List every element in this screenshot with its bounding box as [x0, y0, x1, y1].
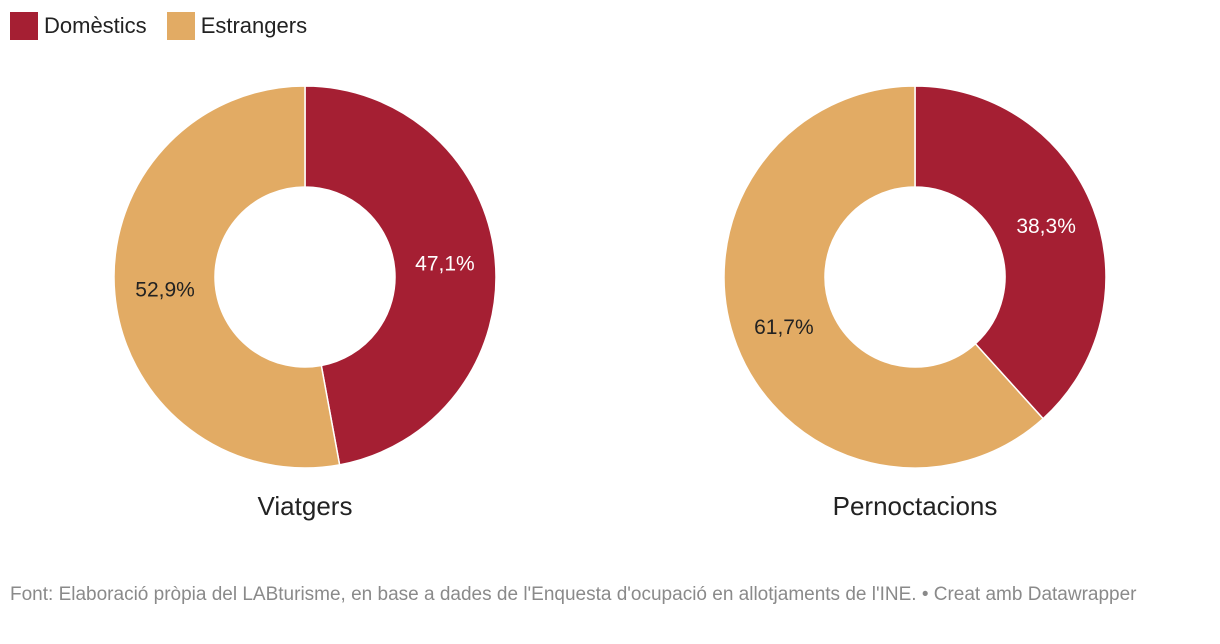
- slice-label-viatgers-0: 47,1%: [415, 253, 475, 276]
- legend-label-domestics: Domèstics: [44, 13, 147, 38]
- donut-viatgers: 47,1% 52,9% Viatgers: [113, 85, 497, 521]
- slice-label-pernoctacions-0: 38,3%: [1016, 215, 1076, 238]
- donut-charts: 47,1% 52,9% Viatgers 38,3% 61,7% Pernoctacion…: [113, 85, 1107, 521]
- chart-title-viatgers: Viatgers: [258, 491, 353, 521]
- legend-item-estrangers: Estrangers: [166, 12, 308, 40]
- chart-title-pernoctacions: Pernoctacions: [833, 491, 998, 521]
- donut-pernoctacions: 38,3% 61,7% Pernoctacions: [723, 85, 1107, 521]
- slice-label-pernoctacions-1: 61,7%: [754, 316, 814, 339]
- slice-viatgers-estrangers: [113, 85, 341, 469]
- legend-label-estrangers: Estrangers: [200, 13, 308, 38]
- slice-pernoctacions-domestics: [914, 85, 1107, 420]
- slice-label-viatgers-1: 52,9%: [135, 278, 195, 301]
- legend-item-domestics: Domèstics: [10, 12, 147, 40]
- source-footer: Font: Elaboració pròpia del LABturisme, …: [10, 584, 1137, 605]
- legend: Domèstics Estrangers: [10, 12, 327, 40]
- slice-viatgers-domestics: [304, 85, 497, 466]
- slice-pernoctacions-estrangers: [723, 85, 1045, 469]
- legend-swatch-domestics: [10, 12, 38, 40]
- legend-swatch-estrangers: [166, 12, 195, 40]
